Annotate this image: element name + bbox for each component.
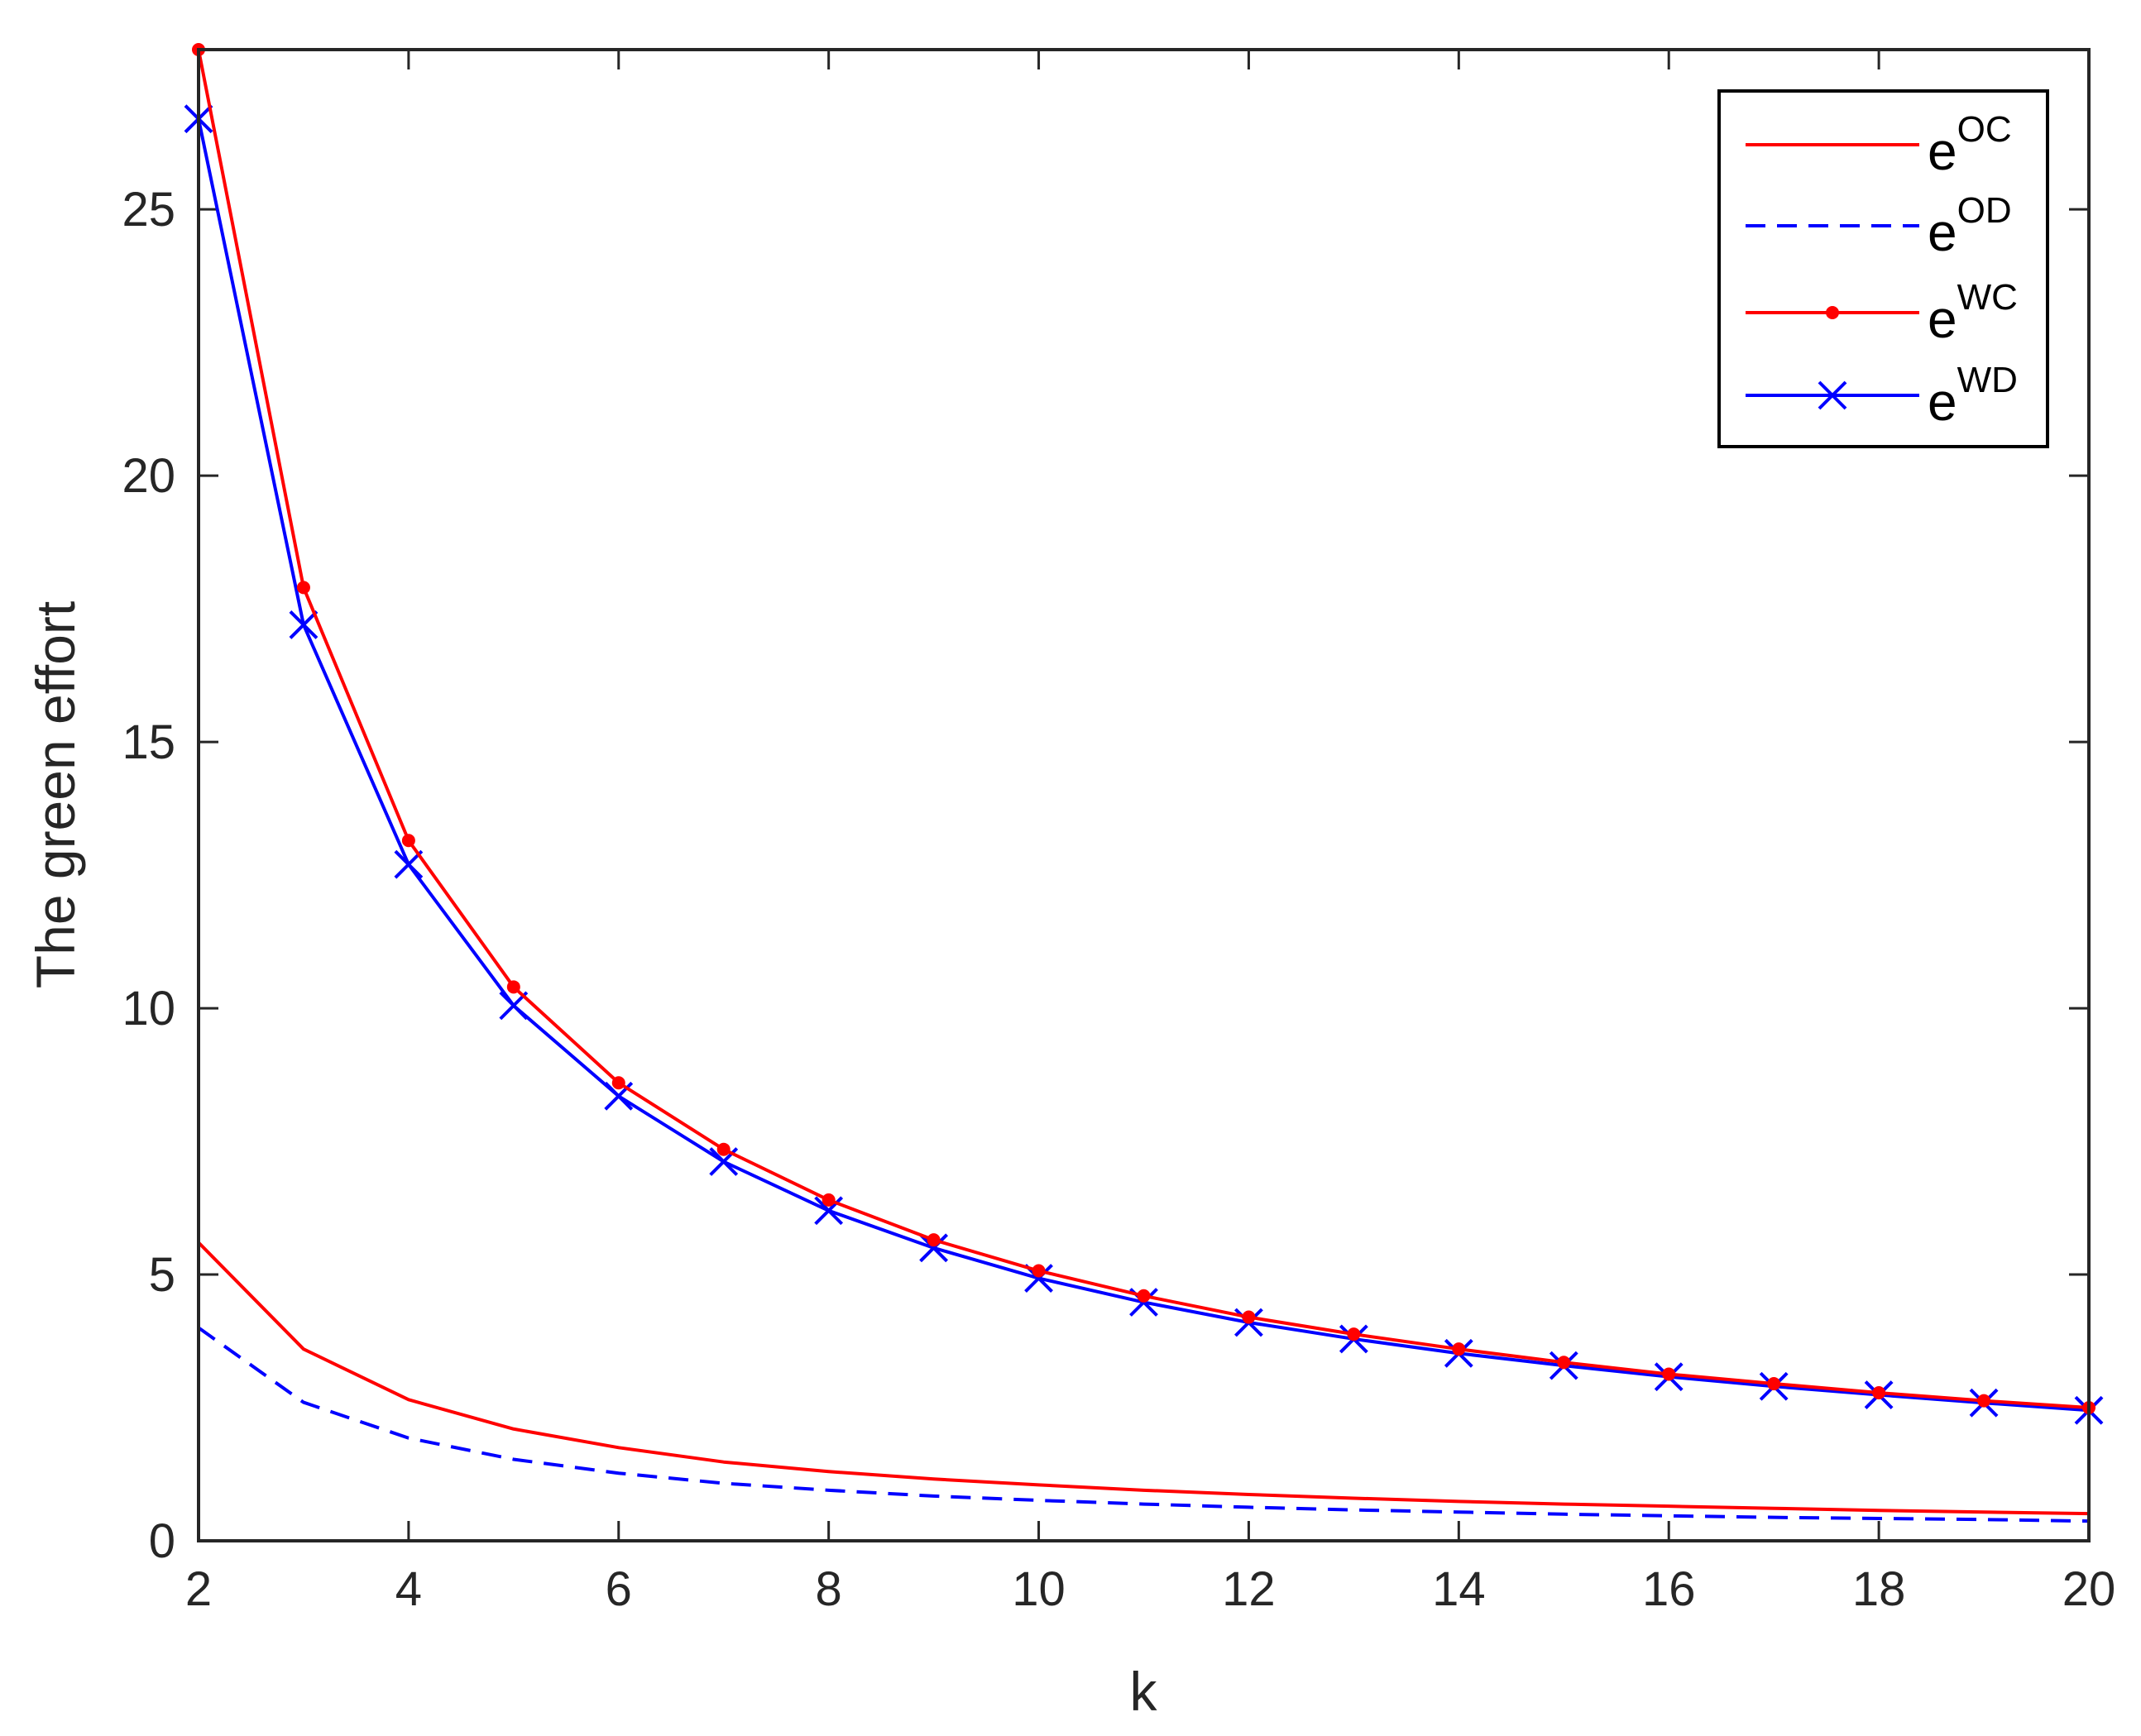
series-e-wc-marker xyxy=(1242,1310,1256,1324)
legend-item-e-od: eOD xyxy=(1746,190,2012,262)
series-e-wc xyxy=(192,43,2095,1415)
legend-marker xyxy=(1826,306,1839,319)
series-e-wd-marker xyxy=(919,1233,949,1263)
legend-label-superscript: OC xyxy=(1957,109,2012,150)
x-tick-label: 2 xyxy=(185,1562,212,1616)
legend-item-e-wd: eWD xyxy=(1746,360,2018,432)
series-e-od xyxy=(197,1326,2090,1523)
y-tick-label: 25 xyxy=(122,183,175,237)
legend-label: eWC xyxy=(1928,277,2018,349)
axes-box xyxy=(197,48,2091,1542)
series-e-wc-marker xyxy=(927,1233,941,1247)
series-e-wc-marker xyxy=(296,581,310,595)
series-e-wd-marker xyxy=(394,849,424,879)
series-e-wd-marker xyxy=(289,610,319,639)
series-e-wc-marker xyxy=(401,834,415,848)
y-axis-label: The green effort xyxy=(25,601,86,988)
y-tick-label: 5 xyxy=(149,1248,175,1302)
series-e-wc-marker xyxy=(1452,1342,1466,1356)
x-tick-label: 8 xyxy=(816,1562,842,1616)
x-tick-label: 10 xyxy=(1012,1562,1066,1616)
legend-label: eOC xyxy=(1928,109,2012,181)
series-e-wc-marker xyxy=(611,1076,625,1090)
legend-box xyxy=(1717,89,2049,448)
y-tick-label: 20 xyxy=(122,449,175,503)
x-tick-label: 16 xyxy=(1642,1562,1696,1616)
series-e-oc xyxy=(197,1241,2090,1516)
legend-marker xyxy=(1818,380,1847,410)
legend-item-e-oc: eOC xyxy=(1746,109,2012,181)
y-tick-label: 15 xyxy=(122,715,175,769)
legend-label-superscript: OD xyxy=(1957,190,2012,231)
series-e-wc-marker xyxy=(1557,1356,1571,1370)
x-axis-label: k xyxy=(1130,1661,1158,1722)
legend-label-base: e xyxy=(1928,372,1957,432)
series-e-wc-marker xyxy=(1662,1367,1676,1381)
series-e-wc-marker xyxy=(506,980,520,994)
legend-label-base: e xyxy=(1928,203,1957,262)
legend-label-base: e xyxy=(1928,289,1957,349)
x-tick-label: 14 xyxy=(1432,1562,1486,1616)
series-e-wc-marker xyxy=(821,1193,836,1207)
x-tick-label: 18 xyxy=(1852,1562,1906,1616)
x-tick-label: 20 xyxy=(2062,1562,2116,1616)
y-tick-label: 0 xyxy=(149,1514,175,1568)
x-tick-label: 12 xyxy=(1222,1562,1276,1616)
series-e-wc-marker xyxy=(1347,1327,1361,1341)
y-tick-label: 10 xyxy=(122,982,175,1035)
series-e-wc-marker xyxy=(1767,1377,1781,1391)
series-e-wc-marker xyxy=(1137,1289,1151,1303)
legend-label: eWD xyxy=(1928,360,2018,432)
series-e-wc-marker xyxy=(1977,1394,1991,1408)
series-layer xyxy=(184,43,2104,1523)
legend-label: eOD xyxy=(1928,190,2012,262)
legend-item-e-wc: eWC xyxy=(1746,277,2018,349)
x-tick-label: 4 xyxy=(395,1562,422,1616)
legend-label-superscript: WC xyxy=(1957,277,2018,318)
series-e-wc-marker xyxy=(1032,1264,1046,1278)
tick-labels: 2 4 6 8 10 12 14 16 18 20 0 5 10 15 20 25 xyxy=(122,183,2115,1616)
legend-label-base: e xyxy=(1928,122,1957,181)
series-e-od-line xyxy=(197,1326,2090,1523)
series-e-wc-marker xyxy=(1872,1385,1886,1399)
series-e-oc-line xyxy=(197,1241,2090,1516)
x-tick-label: 6 xyxy=(606,1562,632,1616)
legend-label-superscript: WD xyxy=(1957,360,2018,400)
series-e-wc-marker xyxy=(716,1142,730,1156)
